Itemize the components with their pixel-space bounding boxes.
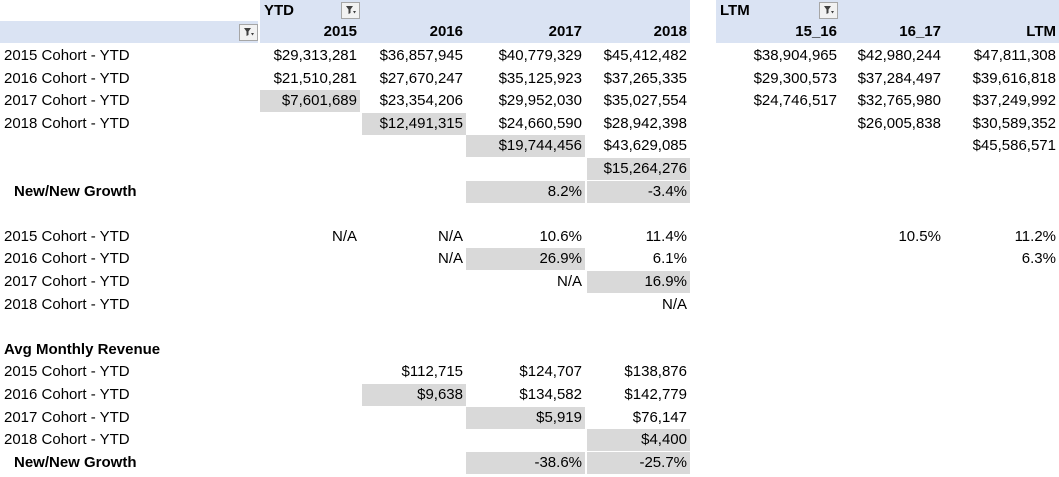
filter-dropdown-icon <box>346 6 356 14</box>
header-fill <box>0 21 258 43</box>
ytd-value-cell: 16.9% <box>587 271 690 293</box>
ytd-value-cell: $12,491,315 <box>362 112 466 135</box>
growth-label: New/New Growth <box>14 453 137 471</box>
ytd-value-cell: $9,638 <box>362 384 466 406</box>
row-label: 2018 Cohort - YTD <box>4 431 130 449</box>
ytd-value-cell: 26.9% <box>466 248 585 271</box>
ytd-column-header: 2016 <box>429 23 463 40</box>
filter-dropdown-icon <box>244 28 254 36</box>
ytd-value-cell: $5,919 <box>466 406 585 429</box>
ltm-column-header: 16_17 <box>899 23 941 40</box>
filter-dropdown-button[interactable] <box>239 24 258 41</box>
ytd-column-header: 2018 <box>653 23 687 40</box>
ytd-value-cell: $138,876 <box>624 363 687 381</box>
ytd-value-cell: $35,027,554 <box>603 92 687 110</box>
ytd-value-cell: $134,582 <box>519 386 582 403</box>
section-title: Avg Monthly Revenue <box>4 340 161 358</box>
ytd-value-cell: $15,264,276 <box>587 158 690 180</box>
filter-dropdown-button[interactable] <box>819 2 838 19</box>
ltm-value-cell: 10.5% <box>898 227 941 245</box>
ytd-value-cell: N/A <box>331 227 357 245</box>
ytd-value-cell: N/A <box>437 250 463 268</box>
row-label: 2015 Cohort - YTD <box>4 363 130 381</box>
ytd-value-cell: $40,779,329 <box>498 47 582 64</box>
ltm-value-cell: $47,811,308 <box>973 47 1056 64</box>
row-label: 2017 Cohort - YTD <box>4 408 130 426</box>
ytd-value-cell: $36,857,945 <box>379 47 463 64</box>
ytd-column-header: 2015 <box>323 23 357 40</box>
header-fill <box>716 21 1059 43</box>
growth-value-cell: -25.7% <box>587 451 690 474</box>
row-label: 2017 Cohort - YTD <box>4 273 130 290</box>
ltm-value-cell: $32,765,980 <box>857 92 941 110</box>
ytd-value-cell: $23,354,206 <box>379 92 463 110</box>
ytd-value-cell: $45,412,482 <box>603 47 687 64</box>
ytd-value-cell: $43,629,085 <box>603 137 687 155</box>
ytd-value-cell: $7,601,689 <box>260 90 360 113</box>
ltm-value-cell: $37,284,497 <box>857 69 941 87</box>
row-label: 2016 Cohort - YTD <box>4 69 130 87</box>
ltm-value-cell: $26,005,838 <box>857 114 941 132</box>
ltm-value-cell: $42,980,244 <box>857 47 941 64</box>
row-label: 2015 Cohort - YTD <box>4 227 130 245</box>
growth-value-cell: -3.4% <box>587 180 690 203</box>
ltm-value-cell: $29,300,573 <box>753 69 837 87</box>
ltm-value-cell: 6.3% <box>1021 250 1056 268</box>
ytd-value-cell: $76,147 <box>632 408 687 426</box>
ytd-value-cell: $24,660,590 <box>498 114 582 132</box>
ytd-value-cell: $142,779 <box>624 386 687 403</box>
ltm-value-cell: $37,249,992 <box>972 92 1056 110</box>
ytd-value-cell: $124,707 <box>519 363 582 381</box>
ytd-value-cell: $27,670,247 <box>379 69 463 87</box>
row-label: 2018 Cohort - YTD <box>4 114 130 132</box>
growth-label: New/New Growth <box>14 182 137 200</box>
ytd-value-cell: $112,715 <box>401 363 463 381</box>
ytd-value-cell: N/A <box>437 227 463 245</box>
growth-value-cell: 8.2% <box>466 180 585 203</box>
row-label: 2018 Cohort - YTD <box>4 295 130 313</box>
ltm-value-cell: $30,589,352 <box>972 114 1056 132</box>
ytd-value-cell: 10.6% <box>539 227 582 245</box>
ytd-value-cell: $21,510,281 <box>273 69 357 87</box>
ltm-value-cell: 11.2% <box>1014 227 1056 245</box>
row-label: 2016 Cohort - YTD <box>4 250 130 268</box>
growth-value-cell: -38.6% <box>466 451 585 474</box>
ltm-value-cell: $38,904,965 <box>753 47 837 64</box>
ytd-value-cell: N/A <box>661 295 687 313</box>
filter-dropdown-button[interactable] <box>341 2 360 19</box>
filter-dropdown-icon <box>824 6 834 14</box>
ytd-value-cell: $37,265,335 <box>603 69 687 87</box>
ytd-value-cell: $35,125,923 <box>498 69 582 87</box>
ltm-value-cell: $24,746,517 <box>753 92 837 110</box>
ytd-value-cell: N/A <box>556 273 582 290</box>
row-label: 2017 Cohort - YTD <box>4 92 130 110</box>
ytd-value-cell: 11.4% <box>645 227 687 245</box>
ytd-value-cell: $29,952,030 <box>498 92 582 110</box>
ytd-value-cell: $28,942,398 <box>603 114 687 132</box>
ytd-value-cell: 6.1% <box>652 250 687 268</box>
ytd-value-cell: $19,744,456 <box>466 135 585 158</box>
row-label: 2016 Cohort - YTD <box>4 386 130 403</box>
ltm-column-header: 15_16 <box>795 23 837 40</box>
ytd-value-cell: $4,400 <box>587 429 690 452</box>
ytd-header-title: YTD <box>264 2 294 19</box>
row-label: 2015 Cohort - YTD <box>4 47 130 64</box>
header-fill <box>260 21 690 43</box>
ltm-header-title: LTM <box>720 2 750 19</box>
ytd-column-header: 2017 <box>548 23 582 40</box>
ltm-value-cell: $39,616,818 <box>972 69 1056 87</box>
ltm-value-cell: $45,586,571 <box>972 137 1056 155</box>
ytd-value-cell: $29,313,281 <box>273 47 357 64</box>
header-fill <box>260 0 690 21</box>
ltm-column-header: LTM <box>1026 23 1056 40</box>
header-fill <box>716 0 1059 21</box>
